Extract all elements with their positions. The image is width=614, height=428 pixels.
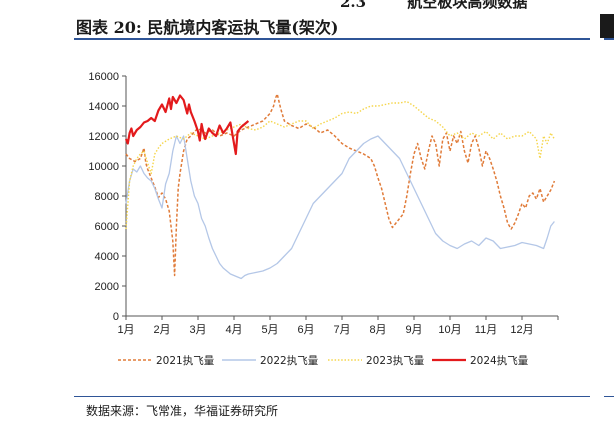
y-tick-label: 10000 [88,161,119,173]
y-tick-label: 8000 [95,191,119,203]
source-divider [74,396,590,397]
x-tick-label: 9月 [405,324,422,336]
x-tick-label: 12月 [510,324,533,336]
x-tick-label: 2月 [153,324,170,336]
y-tick-label: 12000 [88,131,119,143]
legend-label-3: 2023执飞量 [366,354,425,367]
legend: 2021执飞量 2022执飞量 2023执飞量 2024执飞量 [118,354,529,367]
data-source: 数据来源：飞常准，华福证券研究所 [86,404,279,418]
section-title: 航空板块高频数据 [407,0,528,11]
title-divider [74,38,590,40]
series-line-4 [124,94,250,156]
y-tick-label: 4000 [95,251,119,263]
axes-layer: 0 2000 4000 6000 8000 10000 12000 14000 16000 1月 2… [88,71,559,336]
y-tick-label: 16000 [88,71,119,83]
y-tick-label: 0 [113,311,119,323]
legend-label-1: 2021执飞量 [156,354,215,367]
x-tick-label: 1月 [117,324,134,336]
y-tick-label: 14000 [88,101,119,113]
legend-label-4: 2024执飞量 [470,354,529,367]
x-tick-label: 10月 [438,324,461,336]
series-line-1 [125,93,556,277]
y-tick-label: 2000 [95,281,119,293]
series-layer [124,93,556,280]
x-tick-label: 5月 [261,324,278,336]
y-tick-label: 6000 [95,221,119,233]
series-line-2 [125,135,555,280]
x-tick-label: 3月 [189,324,206,336]
x-tick-label: 6月 [297,324,314,336]
section-number: 2.3 [340,0,367,11]
section-heading-fragment: 2.3 航空板块高频数据 [340,0,527,12]
x-tick-label: 8月 [369,324,386,336]
legend-label-2: 2022执飞量 [260,354,319,367]
x-tick-label: 11月 [475,324,497,336]
series-line-3 [125,100,556,230]
next-column-source-divider [604,396,614,397]
x-tick-label: 4月 [225,324,242,336]
next-column-fragment [600,14,614,38]
figure-title: 图表 20: 民航境内客运执飞量(架次) [76,18,339,37]
next-column-divider [604,38,614,40]
x-tick-label: 7月 [333,324,350,336]
